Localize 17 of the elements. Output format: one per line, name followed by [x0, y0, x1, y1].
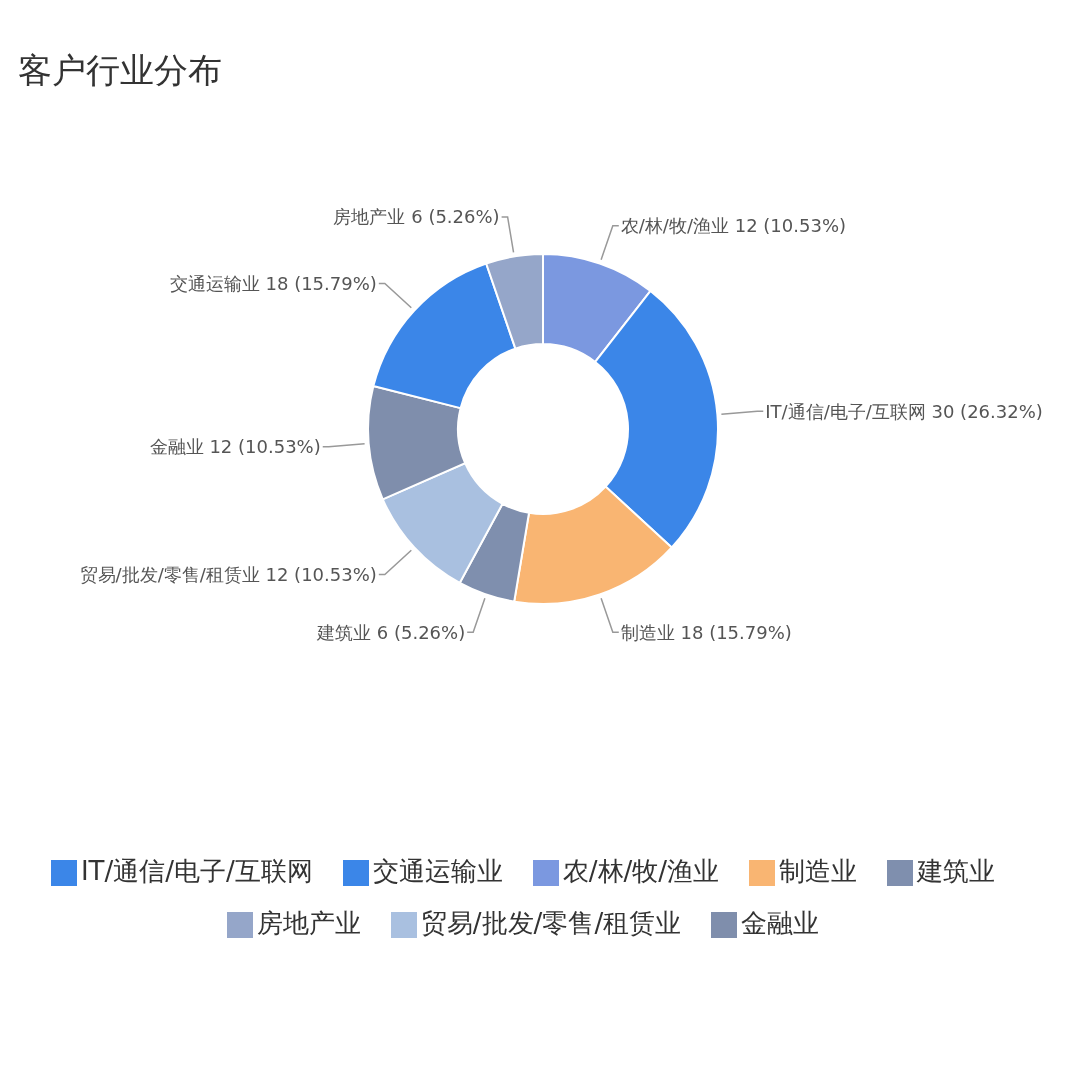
category-label: 金融业 12 (10.53%): [149, 436, 321, 458]
legend-label: 建筑业: [917, 856, 996, 886]
category-label: 制造业 18 (15.79%): [620, 621, 792, 643]
chart-title: 客户行业分布: [17, 49, 223, 92]
category-label: 建筑业 6 (5.26%): [317, 621, 466, 643]
legend-label: 交通运输业: [372, 856, 503, 886]
legend-label: 贸易/批发/零售/租赁业: [420, 908, 682, 938]
legend-label: 房地产业: [256, 908, 361, 938]
legend-label: IT/通信/电子/互联网: [80, 856, 313, 886]
category-label: IT/通信/电子/互联网 30 (26.32%): [765, 400, 1043, 422]
category-label: 交通运输业 18 (15.79%): [169, 272, 377, 294]
category-label: 贸易/批发/零售/租赁业 12 (10.53%): [79, 564, 377, 586]
legend-label: 农/林/牧/渔业: [562, 856, 720, 886]
legend-label: 金融业: [741, 908, 820, 938]
legend-label: 制造业: [779, 856, 858, 886]
category-label: 农/林/牧/渔业 12 (10.53%): [620, 215, 847, 237]
category-label: 房地产业 6 (5.26%): [333, 206, 500, 228]
